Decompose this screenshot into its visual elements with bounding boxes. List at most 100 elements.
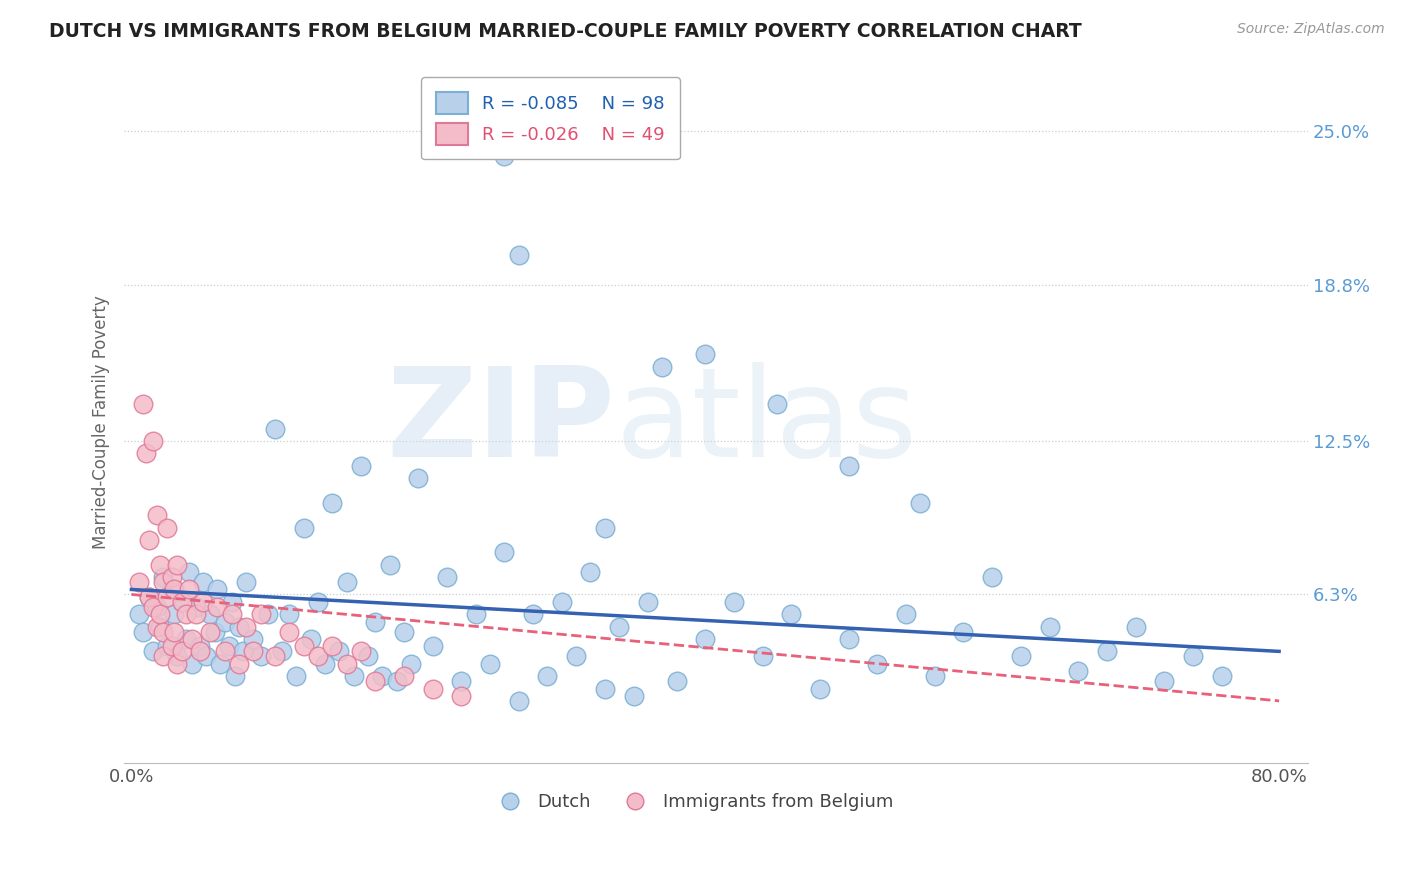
Point xyxy=(350,458,373,473)
Point xyxy=(508,248,530,262)
Point xyxy=(138,533,160,547)
Point xyxy=(1010,649,1032,664)
Point xyxy=(200,607,222,622)
Point xyxy=(695,632,717,646)
Point xyxy=(422,681,444,696)
Point xyxy=(343,669,366,683)
Point xyxy=(1125,619,1147,633)
Point xyxy=(952,624,974,639)
Point xyxy=(214,644,236,658)
Point xyxy=(214,615,236,629)
Point xyxy=(170,595,193,609)
Point xyxy=(350,644,373,658)
Point xyxy=(228,619,250,633)
Point xyxy=(263,421,285,435)
Point xyxy=(224,669,246,683)
Point xyxy=(221,607,243,622)
Point xyxy=(174,607,197,622)
Point xyxy=(866,657,889,671)
Point xyxy=(565,649,588,664)
Point xyxy=(593,520,616,534)
Point xyxy=(422,640,444,654)
Legend: Dutch, Immigrants from Belgium: Dutch, Immigrants from Belgium xyxy=(485,786,900,819)
Point xyxy=(242,632,264,646)
Point xyxy=(232,644,254,658)
Point xyxy=(924,669,946,683)
Point xyxy=(838,632,860,646)
Point xyxy=(751,649,773,664)
Point xyxy=(207,582,229,597)
Point xyxy=(156,590,179,604)
Point xyxy=(256,607,278,622)
Point xyxy=(152,624,174,639)
Point xyxy=(152,649,174,664)
Point xyxy=(195,649,218,664)
Point xyxy=(177,582,200,597)
Point xyxy=(156,520,179,534)
Point xyxy=(378,558,401,572)
Point xyxy=(1153,674,1175,689)
Point xyxy=(249,649,271,664)
Point xyxy=(166,558,188,572)
Point xyxy=(149,619,172,633)
Point xyxy=(228,657,250,671)
Point xyxy=(651,359,673,374)
Point xyxy=(271,644,294,658)
Point xyxy=(623,689,645,703)
Point xyxy=(321,496,343,510)
Point xyxy=(135,446,157,460)
Point xyxy=(160,582,183,597)
Point xyxy=(249,607,271,622)
Point xyxy=(142,434,165,448)
Point xyxy=(607,619,630,633)
Point xyxy=(170,595,193,609)
Point xyxy=(235,575,257,590)
Point xyxy=(152,575,174,590)
Point xyxy=(184,607,207,622)
Point xyxy=(307,595,329,609)
Point xyxy=(221,595,243,609)
Point xyxy=(328,644,350,658)
Point xyxy=(665,674,688,689)
Point xyxy=(174,632,197,646)
Point xyxy=(494,545,516,559)
Point xyxy=(152,570,174,584)
Point xyxy=(314,657,336,671)
Point xyxy=(292,640,315,654)
Point xyxy=(357,649,380,664)
Point xyxy=(522,607,544,622)
Point xyxy=(336,575,359,590)
Point xyxy=(160,570,183,584)
Point xyxy=(149,607,172,622)
Point xyxy=(132,624,155,639)
Point xyxy=(278,624,301,639)
Point xyxy=(204,624,226,639)
Point xyxy=(536,669,558,683)
Text: DUTCH VS IMMIGRANTS FROM BELGIUM MARRIED-COUPLE FAMILY POVERTY CORRELATION CHART: DUTCH VS IMMIGRANTS FROM BELGIUM MARRIED… xyxy=(49,22,1083,41)
Point xyxy=(1211,669,1233,683)
Text: Source: ZipAtlas.com: Source: ZipAtlas.com xyxy=(1237,22,1385,37)
Point xyxy=(1067,664,1090,678)
Point xyxy=(593,681,616,696)
Text: ZIP: ZIP xyxy=(387,362,616,483)
Point xyxy=(780,607,803,622)
Point xyxy=(336,657,359,671)
Point xyxy=(177,565,200,579)
Point xyxy=(180,632,202,646)
Point xyxy=(142,644,165,658)
Point xyxy=(385,674,408,689)
Point xyxy=(399,657,422,671)
Point xyxy=(200,624,222,639)
Point xyxy=(408,471,430,485)
Point xyxy=(392,624,415,639)
Point xyxy=(494,149,516,163)
Point xyxy=(163,607,186,622)
Point xyxy=(637,595,659,609)
Point xyxy=(191,575,214,590)
Point xyxy=(170,644,193,658)
Point xyxy=(695,347,717,361)
Point xyxy=(723,595,745,609)
Point xyxy=(156,640,179,654)
Point xyxy=(160,640,183,654)
Point xyxy=(128,575,150,590)
